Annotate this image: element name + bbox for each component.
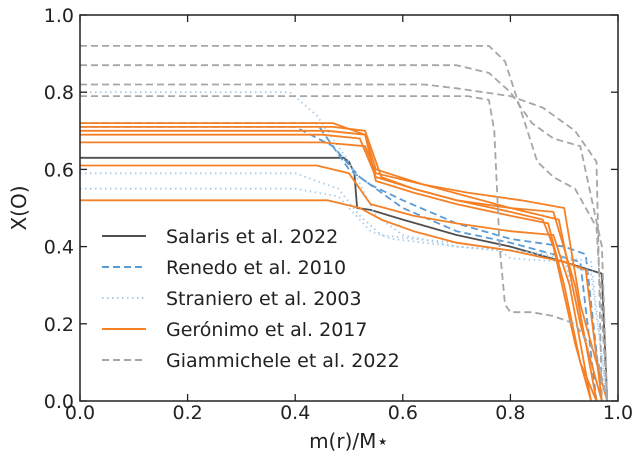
legend-entry-label: Giammichele et al. 2022 <box>166 350 400 372</box>
x-tick-label: 0.2 <box>172 402 202 424</box>
y-tick-label: 0.4 <box>44 237 74 259</box>
series-line-3-3 <box>80 141 603 402</box>
series-line-4-3 <box>80 95 609 402</box>
series-line-3-4 <box>80 199 603 402</box>
series-line-3-5 <box>80 164 592 402</box>
y-tick-label: 0.6 <box>44 159 74 181</box>
plot-frame <box>79 14 619 402</box>
x-tick-label: 1.0 <box>603 402 632 424</box>
x-axis-label: m(r)/M⋆ <box>309 429 389 453</box>
x-tick-label: 0.6 <box>388 402 418 424</box>
y-tick-label: 0.8 <box>44 82 74 104</box>
legend-entry-label: Gerónimo et al. 2017 <box>166 319 367 341</box>
x-tick-label: 0.0 <box>65 402 95 424</box>
y-tick-label: 1.0 <box>44 5 74 27</box>
legend-entry-label: Straniero et al. 2003 <box>166 288 362 310</box>
legend-entry-label: Salaris et al. 2022 <box>166 226 338 248</box>
legend: Salaris et al. 2022 Renedo et al. 2010 Str… <box>102 226 400 372</box>
x-tick-label: 0.8 <box>495 402 525 424</box>
series-line-3-6 <box>80 122 609 402</box>
y-tick-label: 0.0 <box>44 391 74 413</box>
y-axis-label: X(O) <box>7 185 31 230</box>
x-tick-label: 0.4 <box>280 402 310 424</box>
legend-entry-label: Renedo et al. 2010 <box>166 257 346 279</box>
series-line-3-1 <box>80 129 598 402</box>
axis-ticks: 0.0 0.2 0.4 0.6 0.8 1.0 0.0 0.2 0.4 0.6 0.8 1.0 <box>44 5 632 424</box>
series-line-4-1 <box>80 64 609 402</box>
series-line-4-2 <box>80 83 603 402</box>
series-curves <box>80 45 609 402</box>
y-tick-label: 0.2 <box>44 314 74 336</box>
